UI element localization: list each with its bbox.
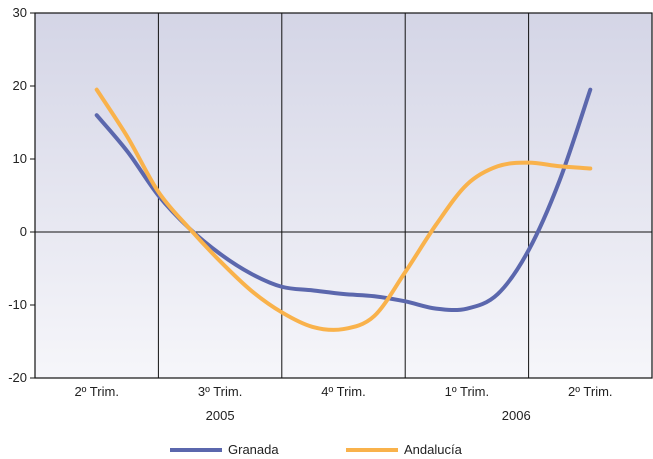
y-axis: -20 -10 0 10 20 30 [8,5,35,385]
x-tick-label: 2º Trim. [74,384,118,399]
x-tick-label: 3º Trim. [198,384,242,399]
plot-area [35,13,652,378]
y-tick-label: 10 [13,151,27,166]
y-tick-label: -20 [8,370,27,385]
legend-label-andalucia: Andalucía [404,442,463,457]
y-tick-label: 20 [13,78,27,93]
y-tick-label: -10 [8,297,27,312]
x-axis: 2º Trim. 3º Trim. 4º Trim. 1º Trim. 2º Trim.… [74,384,612,423]
legend: Granada Andalucía [170,442,463,457]
x-tick-label: 2º Trim. [568,384,612,399]
y-tick-label: 0 [20,224,27,239]
legend-label-granada: Granada [228,442,279,457]
year-label: 2006 [502,408,531,423]
x-tick-label: 4º Trim. [321,384,365,399]
x-tick-label: 1º Trim. [445,384,489,399]
y-tick-label: 30 [13,5,27,20]
year-label: 2005 [206,408,235,423]
series-line-andalucia [94,87,593,332]
grid-lines [34,12,653,379]
plot-border [34,12,653,379]
series-layer [94,87,593,332]
